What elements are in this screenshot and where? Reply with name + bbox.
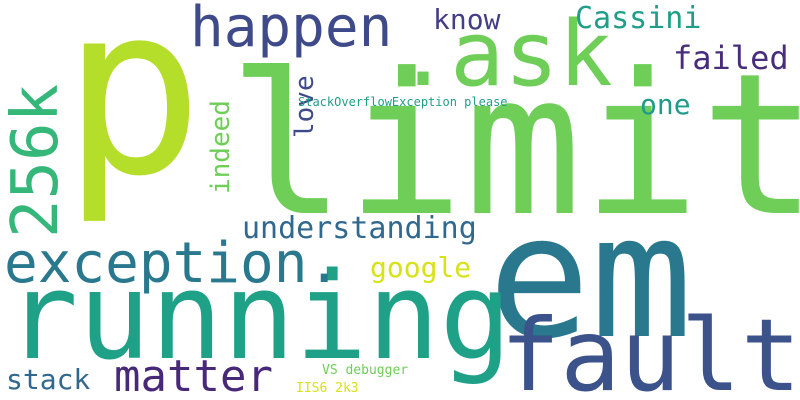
word-google: google: [370, 251, 472, 284]
word-vs-debugger: VS debugger: [322, 363, 409, 378]
word-one: one: [640, 88, 691, 121]
word-p: p: [62, 0, 204, 228]
word-limit: limit: [228, 32, 800, 260]
word-happen: happen: [190, 0, 393, 60]
word-256k: 256k: [0, 83, 73, 238]
word-running: running: [6, 248, 512, 387]
word-ask: .ask.: [396, 2, 667, 107]
word-matter: matter: [114, 351, 273, 400]
word-failed: failed: [673, 39, 789, 77]
word-em: em: [488, 179, 693, 377]
word-indeed: indeed: [206, 100, 236, 194]
word-stackoverflowexception-please: StackOverflowException please: [298, 95, 508, 109]
word-iis6-2k3: IIS6 2k3: [296, 381, 359, 396]
word-stack: stack: [6, 363, 91, 396]
word-exception: exception.: [4, 231, 342, 296]
word-know: know: [433, 3, 501, 36]
word-fault: fault: [500, 297, 800, 400]
word-understanding: understanding: [242, 211, 477, 246]
word-cassini: Cassini: [575, 1, 702, 36]
